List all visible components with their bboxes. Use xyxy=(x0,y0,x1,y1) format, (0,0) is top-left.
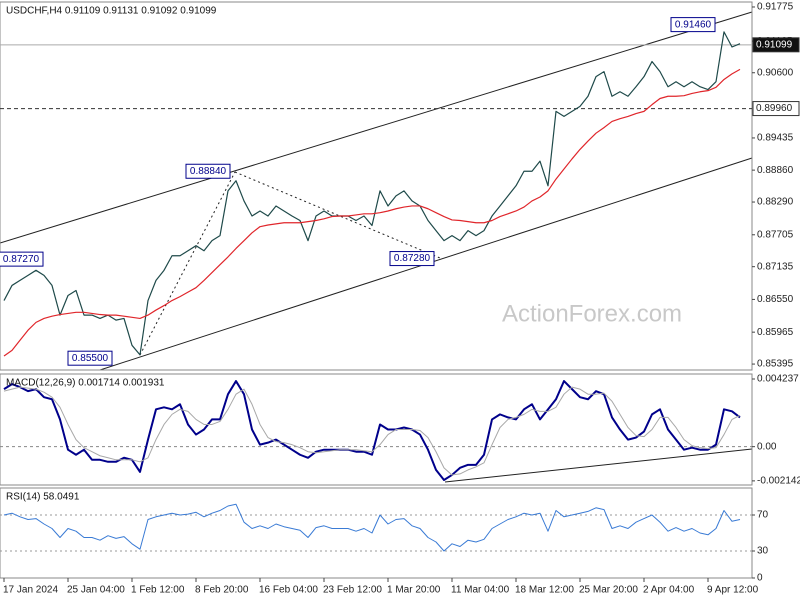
panel-title: USDCHF,H4 0.91109 0.91131 0.91092 0.9109… xyxy=(6,6,217,17)
x-tick-label: 1 Feb 12:00 xyxy=(131,585,185,596)
y-tick-label: -0.002142 xyxy=(757,476,800,487)
series-line xyxy=(3,380,741,481)
annotation-label: 0.85500 xyxy=(72,353,109,364)
annotation-box xyxy=(389,251,435,267)
y-tick-label: 0.88860 xyxy=(757,165,794,176)
annotation-box xyxy=(185,163,231,179)
x-tick-label: 23 Feb 12:00 xyxy=(323,585,382,596)
panel-frame xyxy=(0,1,753,371)
y-tick-label: 0.85965 xyxy=(757,327,794,338)
level-tag xyxy=(752,101,800,117)
panel-title: RSI(14) 58.0491 xyxy=(6,492,80,503)
y-tick-label: 0.87705 xyxy=(757,229,794,240)
y-tick-label: 70 xyxy=(757,510,769,521)
watermark: ActionForex.com xyxy=(502,300,682,327)
panel-frame xyxy=(0,487,753,579)
level-label: 0.91099 xyxy=(756,39,793,50)
x-tick-label: 18 Mar 12:00 xyxy=(515,585,574,596)
x-tick-label: 8 Feb 20:00 xyxy=(195,585,249,596)
x-tick-label: 11 Mar 04:00 xyxy=(451,585,510,596)
series-line xyxy=(3,31,741,356)
level-tag xyxy=(752,37,800,53)
x-tick-label: 9 Apr 12:00 xyxy=(707,585,759,596)
x-tick-label: 1 Mar 20:00 xyxy=(387,585,441,596)
y-tick-label: 0.87135 xyxy=(757,261,794,272)
y-tick-label: 0.90600 xyxy=(757,67,794,78)
series-line xyxy=(3,68,741,357)
annotation-box xyxy=(0,251,44,267)
series-line xyxy=(3,503,741,552)
panel-title: MACD(12,26,9) 0.001714 0.001931 xyxy=(6,378,165,389)
y-tick-label: 0.91775 xyxy=(757,2,794,13)
annotation-label: 0.87270 xyxy=(3,254,40,265)
y-tick-label: 0.85395 xyxy=(757,359,794,370)
series-line xyxy=(3,386,741,476)
swing-line xyxy=(234,171,441,259)
x-tick-label: 25 Mar 20:00 xyxy=(579,585,638,596)
x-tick-label: 2 Apr 04:00 xyxy=(643,585,695,596)
y-tick-label: 0.89435 xyxy=(757,133,794,144)
annotation-label: 0.91460 xyxy=(675,19,712,30)
panel-frame xyxy=(0,373,753,486)
y-tick-label: 0 xyxy=(757,573,763,584)
annotation-label: 0.88840 xyxy=(190,166,227,177)
y-tick-label: 0.88290 xyxy=(757,197,794,208)
level-label: 0.89960 xyxy=(756,103,793,114)
swing-line xyxy=(139,171,236,356)
channel-upper xyxy=(0,11,753,244)
annotation-box xyxy=(670,17,716,33)
x-tick-label: 16 Feb 04:00 xyxy=(259,585,318,596)
y-tick-label: 0.00 xyxy=(757,441,777,452)
annotation-box xyxy=(67,350,113,366)
y-tick-label: 0.86550 xyxy=(757,294,794,305)
x-tick-label: 25 Jan 04:00 xyxy=(67,585,125,596)
macd-trendline xyxy=(444,448,753,483)
x-tick-label: 17 Jan 2024 xyxy=(3,585,58,596)
annotation-label: 0.87280 xyxy=(394,253,431,264)
y-tick-label: 0.004237 xyxy=(757,374,799,385)
y-tick-label: 30 xyxy=(757,546,769,557)
